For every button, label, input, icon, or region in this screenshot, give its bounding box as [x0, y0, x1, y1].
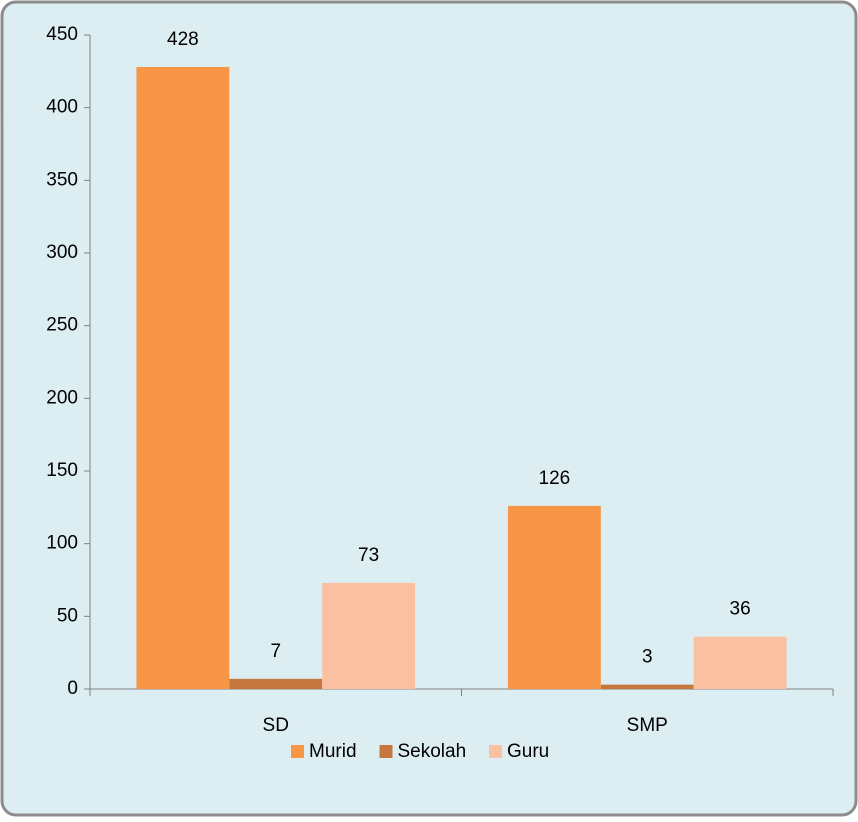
bar: [507, 505, 601, 689]
y-tick-label: 100: [46, 533, 78, 554]
legend-swatch: [489, 745, 502, 758]
y-tick-label: 50: [57, 605, 78, 626]
bar: [693, 636, 787, 689]
y-tick-label: 450: [46, 24, 78, 45]
legend-label: Murid: [309, 741, 357, 762]
bar: [322, 582, 416, 689]
y-tick-label: 300: [46, 242, 78, 263]
data-label: 428: [167, 29, 199, 50]
legend-swatch: [379, 745, 393, 758]
data-label: 73: [358, 545, 379, 566]
y-tick-label: 0: [67, 678, 78, 699]
y-tick-label: 200: [46, 387, 78, 408]
data-label: 7: [270, 641, 281, 662]
bar: [136, 66, 230, 690]
y-tick-label: 350: [46, 169, 78, 190]
legend-label: Sekolah: [398, 741, 467, 762]
legend-label: Guru: [507, 741, 549, 762]
y-tick-label: 150: [46, 460, 78, 481]
data-label: 126: [539, 468, 571, 489]
legend-swatch: [291, 745, 304, 758]
y-tick-label: 250: [46, 315, 78, 336]
bar: [229, 678, 323, 689]
x-tick-label: SD: [263, 715, 289, 736]
data-label: 3: [642, 647, 653, 668]
data-label: 36: [730, 599, 751, 620]
x-tick-label: SMP: [627, 715, 668, 736]
y-tick-label: 400: [46, 97, 78, 118]
bar: [600, 684, 694, 689]
